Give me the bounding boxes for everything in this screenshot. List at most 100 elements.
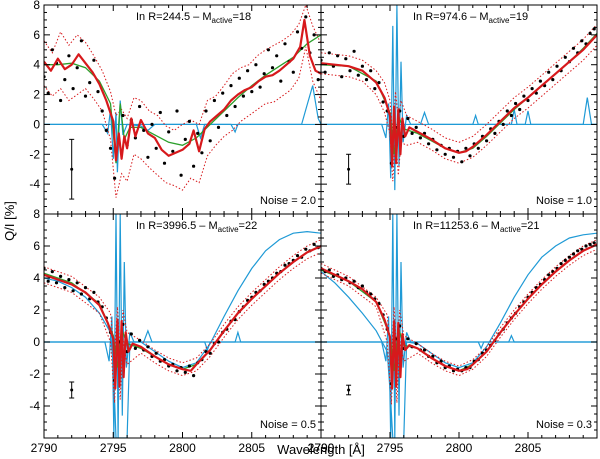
error-bar-center [70,388,74,392]
data-point [258,85,262,89]
data-point [356,73,360,77]
data-point [584,244,588,248]
basis-function-curve [44,214,321,438]
confidence-lower-curve [44,251,321,403]
data-point [592,241,596,245]
panel-title-subscript: active [489,16,510,25]
data-point [50,270,54,274]
panel-title-subscript: active [500,225,521,234]
data-point [336,54,340,58]
data-point [108,146,113,150]
data-point [63,286,67,290]
data-point [229,84,233,88]
noise-label: Noise = 0.3 [536,419,592,431]
data-point [352,279,356,283]
observed-points [44,15,320,180]
data-point [212,98,216,103]
data-point [167,130,171,134]
data-point [304,15,308,19]
confidence-upper-curve [44,5,321,131]
observed-points [44,242,320,382]
data-point [295,254,300,258]
data-point [538,79,543,83]
data-point [46,279,50,283]
panel-title-suffix: =22 [239,220,258,232]
panel-frame [43,213,322,439]
y-tick-label: 6 [33,239,40,253]
observed-points [321,27,596,165]
data-point [291,70,295,74]
data-point [588,31,592,35]
data-point [304,247,308,251]
basis-function-curve [44,85,321,173]
data-point [138,104,142,109]
basis-function-smooth-curve [44,230,321,438]
data-point [192,374,196,378]
y-tick-label: 2 [33,303,40,317]
y-tick-label: 6 [33,28,40,42]
x-tick-label: 2800 [446,441,473,455]
data-point [563,55,567,59]
data-point [427,142,431,146]
data-point [348,69,352,73]
x-tick-label: 2790 [31,441,58,455]
data-point [312,33,316,37]
data-point [142,128,146,132]
data-point [79,39,83,43]
data-point [460,160,464,164]
data-point [59,98,63,103]
data-point [551,78,555,82]
panel-plot-area [44,5,321,198]
observed-points [321,241,596,386]
data-point [360,64,364,68]
data-point [468,154,472,158]
panel-frame [43,4,322,215]
data-point [71,87,75,91]
data-point [246,69,250,73]
model-curve-red [321,243,597,390]
data-point [312,242,316,246]
data-point [451,155,456,159]
model-curve-red [44,245,321,390]
data-point [71,289,75,293]
data-point [196,131,200,135]
data-point [547,273,551,277]
data-point [464,146,468,150]
data-point [162,161,167,165]
data-point [233,104,237,109]
data-point [192,164,196,168]
data-point [360,284,364,288]
data-point [187,364,191,368]
fit-curve-green [321,243,597,372]
data-point [422,348,427,352]
data-point [283,42,287,46]
data-point [571,252,576,256]
data-point [588,242,592,246]
panel-2: In R=974.6 – Mactive=19 Noise = 1.0 [320,4,598,215]
data-point [104,128,108,132]
y-tick-label: 8 [33,0,40,12]
data-point [92,58,96,62]
data-point [175,109,179,113]
data-point [327,51,331,55]
model-curve-red [44,18,321,162]
data-point [547,70,551,74]
data-point [270,66,275,70]
data-point [559,262,563,266]
fit-curve-green [44,34,321,164]
data-point [485,139,489,143]
data-point [567,255,572,259]
data-point [92,290,96,294]
data-point [254,63,258,67]
panel-title-prefix: In R=3996.5 – M [136,220,218,232]
data-point [158,110,162,115]
y-tick-label: -2 [29,147,40,161]
panel-plot-area [44,214,321,438]
panel-title: In R=244.5 – Mactive=18 [136,11,251,25]
error-bar-center [70,167,74,171]
y-tick-label: -4 [29,177,40,191]
data-point [563,258,567,262]
data-point [406,337,410,341]
x-tick-label: 2800 [169,441,196,455]
